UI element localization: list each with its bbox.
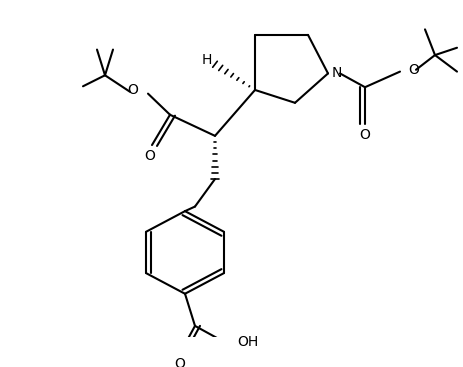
Text: O: O	[359, 128, 369, 142]
Text: H: H	[201, 53, 212, 67]
Text: O: O	[127, 83, 138, 97]
Text: N: N	[332, 66, 342, 80]
Text: O: O	[144, 149, 155, 163]
Text: O: O	[174, 357, 185, 367]
Text: OH: OH	[237, 335, 258, 349]
Text: O: O	[407, 63, 418, 77]
